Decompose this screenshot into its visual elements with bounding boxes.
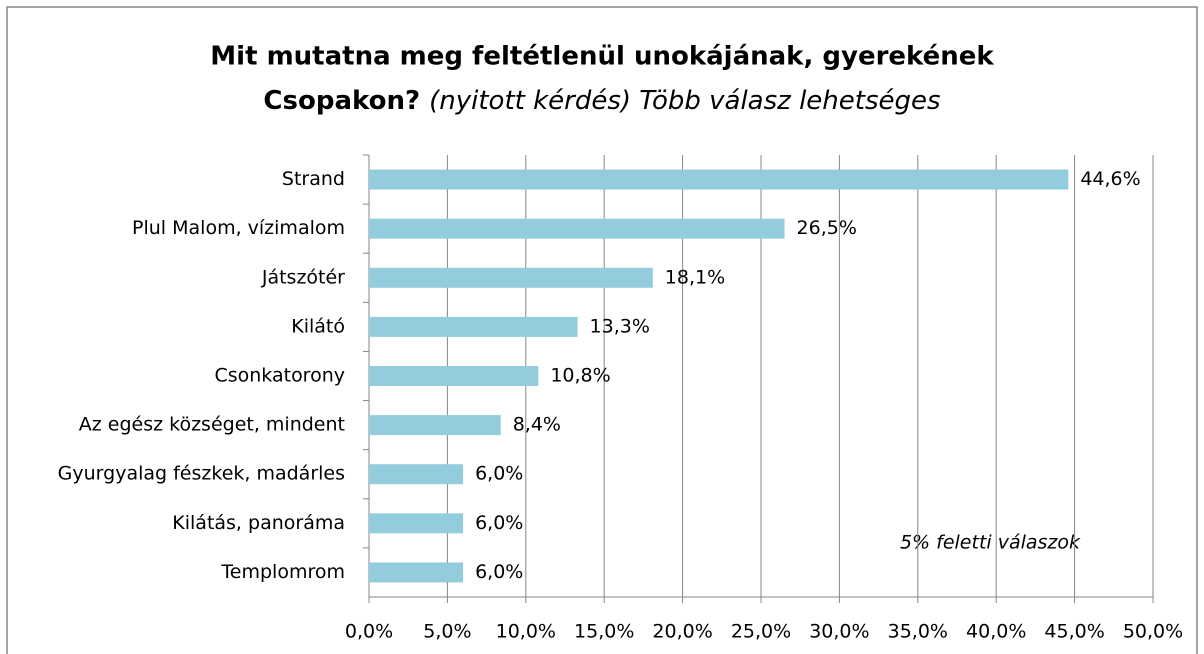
bar (369, 316, 578, 337)
x-tick-label: 25,0% (731, 621, 791, 643)
value-label: 26,5% (797, 217, 857, 239)
y-tick-label: Kilátás, panoráma (172, 512, 345, 534)
chart-title-line2: Csopakon? (nyitott kérdés) Több válasz l… (263, 86, 940, 116)
y-tick-label: Az egész községet, mindent (79, 414, 345, 436)
y-tick-label: Gyurgyalag fészkek, madárles (58, 463, 345, 485)
x-tick-label: 45,0% (1044, 621, 1104, 643)
value-label: 10,8% (550, 365, 610, 387)
x-tick-label: 35,0% (888, 621, 948, 643)
y-tick-label: Kilátó (291, 315, 345, 337)
title-part: Csopakon? (263, 86, 420, 116)
bar (369, 513, 464, 534)
x-tick-label: 10,0% (496, 621, 556, 643)
x-tick-label: 5,0% (423, 621, 471, 643)
x-tick-label: 40,0% (966, 621, 1026, 643)
y-tick-label: Strand (282, 168, 345, 190)
y-tick-label: Templomrom (220, 561, 345, 583)
x-tick-label: 50,0% (1123, 621, 1183, 643)
value-label: 6,0% (475, 463, 523, 485)
bar (369, 562, 464, 583)
bar (369, 267, 653, 288)
y-tick-label: Játszótér (261, 266, 345, 288)
annotation: 5% feletti válaszok (900, 532, 1081, 554)
bar (369, 415, 501, 436)
bar (369, 169, 1069, 190)
y-tick-label: Csonkatorony (214, 365, 345, 387)
bar (369, 464, 464, 485)
bar (369, 218, 785, 239)
value-label: 8,4% (513, 414, 561, 436)
value-label: 44,6% (1080, 168, 1140, 190)
x-tick-label: 0,0% (345, 621, 393, 643)
x-tick-label: 20,0% (652, 621, 712, 643)
y-tick-label: Plul Malom, vízimalom (132, 217, 345, 239)
x-tick-label: 30,0% (809, 621, 869, 643)
bar (369, 366, 539, 386)
value-label: 18,1% (665, 266, 725, 288)
value-label: 13,3% (590, 315, 650, 337)
chart-title: Mit mutatna meg feltétlenül unokájának, … (210, 42, 994, 72)
subtitle: (nyitott kérdés) Több válasz lehetséges (429, 86, 940, 116)
value-label: 6,0% (475, 561, 523, 583)
value-label: 6,0% (475, 512, 523, 534)
x-tick-label: 15,0% (574, 621, 634, 643)
frame (6, 6, 1198, 654)
